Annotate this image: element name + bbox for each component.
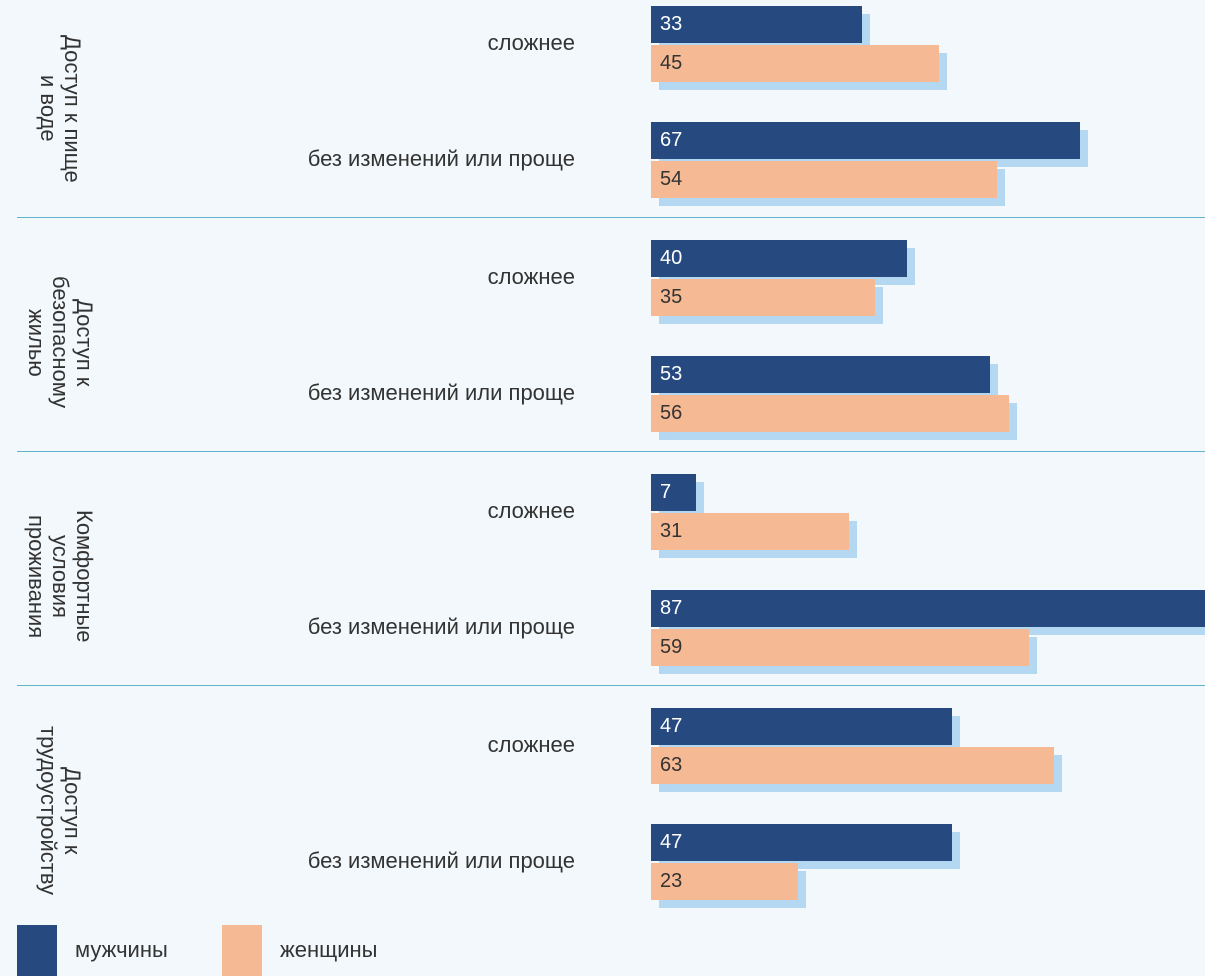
value-label: 47 bbox=[660, 715, 683, 737]
category-label: сложнее bbox=[487, 732, 575, 757]
group-label: Доступ к пище и воде bbox=[20, 0, 100, 217]
group-label-text: Доступ к безопасному жилью bbox=[24, 276, 97, 409]
legend-label: женщины bbox=[280, 937, 378, 962]
group-label-text: Комфортные условия проживания bbox=[24, 510, 97, 643]
value-label: 33 bbox=[660, 13, 683, 35]
category-label: сложнее bbox=[487, 30, 575, 55]
legend-swatch bbox=[222, 925, 262, 976]
category-label: сложнее bbox=[487, 264, 575, 289]
separator bbox=[17, 685, 1205, 686]
value-label: 53 bbox=[660, 363, 683, 385]
bar bbox=[651, 590, 1205, 627]
bar bbox=[651, 240, 907, 277]
value-label: 7 bbox=[660, 481, 672, 503]
category-label: сложнее bbox=[487, 498, 575, 523]
bar bbox=[651, 708, 952, 745]
value-label: 35 bbox=[660, 286, 683, 308]
value-label: 47 bbox=[660, 831, 683, 853]
value-label: 40 bbox=[660, 247, 683, 269]
bar bbox=[651, 824, 952, 861]
bar bbox=[651, 6, 863, 43]
bar bbox=[651, 747, 1055, 784]
separator bbox=[17, 451, 1205, 452]
bar bbox=[651, 279, 875, 316]
bar bbox=[651, 395, 1010, 432]
value-label: 67 bbox=[660, 129, 683, 151]
category-label: без изменений или проще bbox=[307, 614, 575, 639]
bar bbox=[651, 629, 1029, 666]
value-label: 31 bbox=[660, 520, 683, 542]
bar bbox=[651, 513, 850, 550]
value-label: 59 bbox=[660, 636, 683, 658]
group-label: Комфортные условия проживания bbox=[20, 468, 100, 685]
category-label: без изменений или проще bbox=[307, 848, 575, 873]
category-label: без изменений или проще bbox=[307, 146, 575, 171]
value-label: 23 bbox=[660, 870, 683, 892]
category-label: без изменений или проще bbox=[307, 380, 575, 405]
bar bbox=[651, 356, 991, 393]
group-label: Доступ к безопасному жилью bbox=[20, 234, 100, 451]
value-label: 56 bbox=[660, 402, 683, 424]
value-label: 63 bbox=[660, 754, 683, 776]
bar bbox=[651, 45, 939, 82]
value-label: 54 bbox=[660, 168, 683, 190]
group-label: Доступ к трудоустройству bbox=[20, 702, 100, 919]
separator bbox=[17, 217, 1205, 218]
value-label: 87 bbox=[660, 597, 683, 619]
legend-label: мужчины bbox=[75, 937, 168, 962]
bar bbox=[651, 474, 696, 511]
group-label-text: Доступ к пище и воде bbox=[36, 34, 85, 183]
group-label-text: Доступ к трудоустройству bbox=[36, 725, 85, 896]
legend-swatch bbox=[17, 925, 57, 976]
bar bbox=[651, 863, 799, 900]
bar bbox=[651, 161, 997, 198]
value-label: 45 bbox=[660, 52, 683, 74]
bar bbox=[651, 122, 1080, 159]
